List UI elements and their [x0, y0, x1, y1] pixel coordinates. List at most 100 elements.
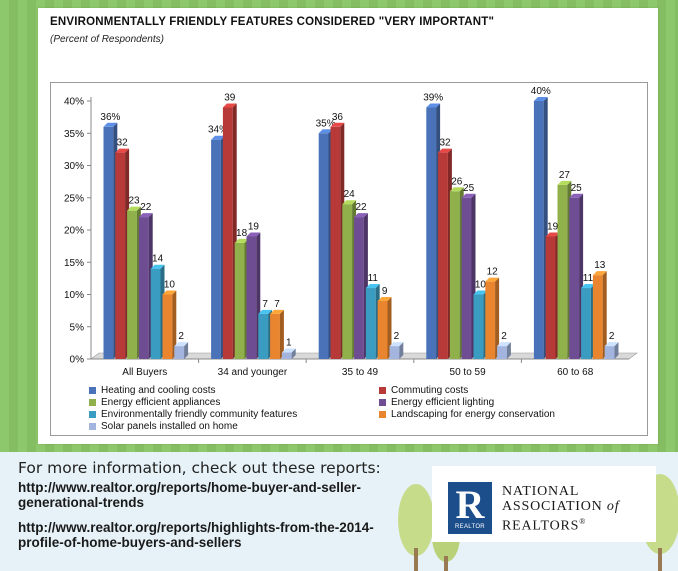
bar [270, 313, 280, 359]
bar-top [389, 342, 404, 347]
tree-trunk [414, 548, 418, 571]
chart-card: ENVIRONMENTALLY FRIENDLY FEATURES CONSID… [38, 8, 658, 444]
legend-swatch [379, 387, 386, 394]
data-label: 22 [140, 202, 152, 213]
bar-top [211, 135, 225, 140]
x-category-label: 60 to 68 [557, 367, 594, 378]
data-label: 32 [439, 138, 451, 149]
bar-top [604, 342, 619, 347]
bar [365, 288, 376, 359]
bar-side [399, 342, 404, 359]
bar-top [354, 213, 368, 218]
data-label: 2 [501, 331, 507, 342]
bar-top [258, 309, 273, 314]
report-link-generational-trends[interactable]: http://www.realtor.org/reports/home-buye… [18, 480, 398, 510]
data-label: 2 [394, 331, 400, 342]
chart-title: ENVIRONMENTALLY FRIENDLY FEATURES CONSID… [50, 16, 495, 28]
bar [438, 152, 448, 359]
legend-item: Environmentally friendly community featu… [89, 409, 297, 420]
data-label: 19 [547, 221, 559, 232]
data-label: 2 [178, 331, 184, 342]
bar-top [592, 271, 607, 276]
realtor-mark-caption: REALTOR [455, 524, 485, 530]
data-label: 32 [117, 138, 129, 149]
bar [485, 281, 496, 359]
bar [592, 275, 603, 359]
bar [569, 197, 580, 359]
bar-top [318, 129, 333, 134]
bar [426, 107, 437, 359]
info-heading: For more information, check out these re… [18, 459, 381, 477]
data-label: 11 [368, 273, 379, 284]
bar [377, 300, 388, 359]
x-category-label: 35 to 49 [342, 367, 379, 378]
bar-side [506, 342, 511, 359]
legend-item: Landscaping for energy conservation [379, 409, 555, 420]
legend-label: Environmentally friendly community featu… [101, 409, 298, 420]
y-tick-label: 35% [64, 129, 84, 140]
x-category-label: 34 and younger [218, 367, 288, 378]
bar-top [138, 213, 153, 218]
data-label: 23 [128, 196, 140, 207]
x-category-label: All Buyers [122, 367, 167, 378]
data-label: 39 [224, 92, 236, 103]
bar-top [103, 122, 118, 127]
data-label: 18 [236, 228, 248, 239]
data-label: 25 [463, 183, 475, 194]
data-label: 9 [382, 286, 388, 297]
bar-top [533, 97, 548, 101]
tree-trunk [658, 548, 662, 571]
bar-side [602, 271, 607, 359]
data-label: 25 [571, 183, 583, 194]
nar-wordmark: NATIONAL ASSOCIATION of REALTORS® [502, 484, 619, 534]
report-link-line: http://www.realtor.org/reports/highlight… [18, 520, 374, 535]
bar-side [279, 309, 284, 359]
bar [211, 139, 221, 359]
data-label: 27 [559, 170, 571, 181]
report-link-line: profile-of-home-buyers-and-sellers [18, 535, 242, 550]
legend-item: Solar panels installed on home [89, 421, 238, 432]
report-link-2014-profile[interactable]: http://www.realtor.org/reports/highlight… [18, 520, 398, 550]
data-label: 24 [344, 189, 356, 200]
bar-top [330, 122, 345, 127]
bar [162, 294, 173, 359]
bar [138, 217, 149, 359]
bar-side [172, 290, 177, 359]
bar-top [438, 148, 452, 153]
legend-label: Energy efficient lighting [391, 397, 495, 408]
bar-top [150, 264, 165, 269]
bar-top [127, 206, 141, 211]
legend-swatch [89, 399, 96, 406]
legend-swatch [379, 411, 386, 418]
data-label: 26 [451, 176, 463, 187]
data-label: 22 [355, 202, 367, 213]
bar [281, 352, 292, 359]
bar-top [449, 187, 464, 192]
bar-chart: 0%5%10%15%20%25%30%35%40%36%32232214102A… [64, 86, 638, 378]
bar [127, 210, 137, 359]
chart-subtitle: (Percent of Respondents) [50, 34, 164, 45]
y-tick-label: 0% [70, 355, 85, 366]
nar-wordmark-realtors: REALTORS [502, 518, 580, 534]
bar [150, 268, 161, 359]
data-label: 12 [487, 267, 499, 278]
plot-frame: 0% 5% 10% 15% 20% 25% 30% 35% 40% 36% 32 23 22 14 10 2 A… [50, 82, 648, 436]
bar [604, 346, 615, 359]
legend-swatch [379, 399, 386, 406]
legend-label: Landscaping for energy conservation [391, 409, 555, 420]
bar-top [377, 296, 392, 301]
nar-logo-box: R REALTOR NATIONAL ASSOCIATION of REALTO… [432, 466, 656, 542]
bar [174, 346, 185, 359]
bar-side [495, 277, 500, 359]
bar [318, 133, 329, 359]
data-label: 19 [248, 221, 260, 232]
y-tick-label: 20% [64, 226, 84, 237]
legend-label: Commuting costs [391, 385, 469, 396]
bar-top [485, 277, 500, 282]
bar-top [473, 290, 488, 295]
nar-wordmark-line: REALTORS® [502, 517, 587, 534]
legend-label: Heating and cooling costs [101, 385, 216, 396]
data-label: 13 [594, 260, 606, 271]
bar-top [222, 103, 237, 108]
legend-label: Solar panels installed on home [101, 421, 238, 432]
